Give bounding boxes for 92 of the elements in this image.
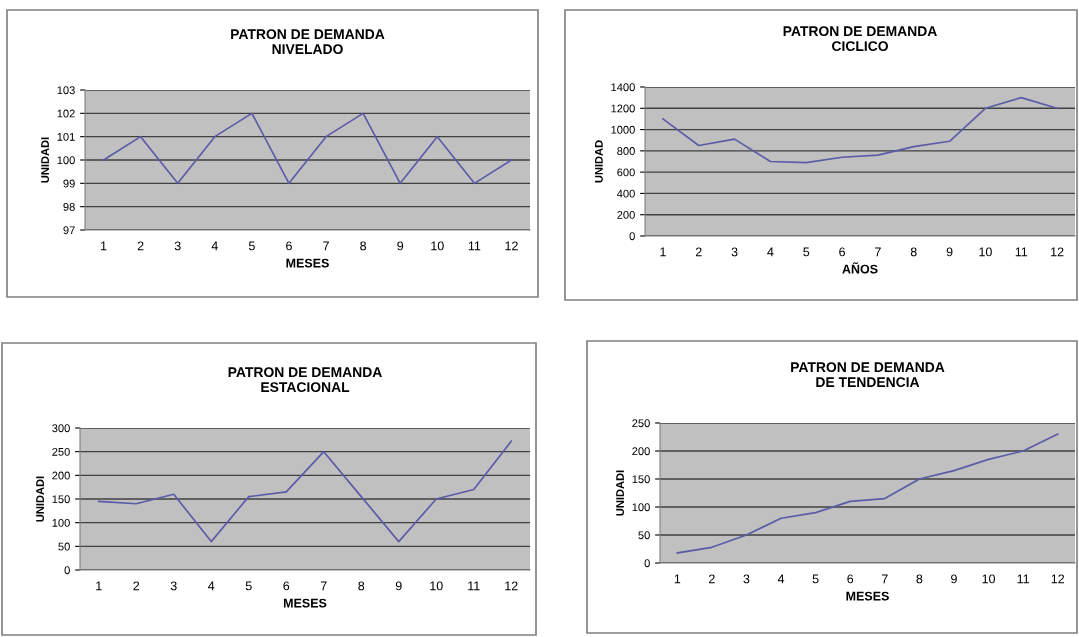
y-tick-label: 0: [629, 232, 635, 241]
x-tick-label: 9: [951, 574, 957, 584]
x-tick-label: 10: [982, 574, 996, 584]
x-tick-label: 4: [211, 241, 218, 251]
y-axis-title: UNIDADI: [41, 137, 49, 183]
x-tick-label: 7: [323, 241, 329, 251]
x-tick-label: 12: [505, 241, 518, 251]
y-tick-label: 102: [57, 109, 75, 118]
x-tick-label: 6: [283, 581, 290, 591]
x-tick-label: 6: [286, 241, 292, 251]
y-tick-label: 1000: [611, 125, 635, 134]
y-tick-label: 50: [58, 542, 70, 551]
x-tick-label: 6: [839, 247, 846, 257]
chart-title: PATRON DE DEMANDA NIVELADO: [231, 29, 385, 55]
x-tick-label: 10: [430, 581, 443, 591]
line-series: [97, 440, 513, 543]
y-axis-title: UNIDADI: [616, 470, 624, 516]
y-tick-label: 100: [57, 156, 75, 165]
y-axis-title: UNIDAD: [595, 140, 603, 183]
y-tick-label: 1400: [611, 83, 635, 92]
y-tick-label: 200: [617, 210, 635, 219]
x-tick-label: 3: [174, 241, 181, 251]
x-tick-label: 2: [695, 247, 702, 257]
x-tick-label: 11: [468, 241, 481, 251]
x-tick-label: 1: [660, 247, 666, 257]
y-tick-label: 100: [632, 503, 650, 512]
x-tick-label: 9: [395, 581, 402, 591]
x-tick-label: 3: [170, 581, 177, 591]
x-tick-label: 6: [847, 574, 854, 584]
y-tick-label: 600: [617, 168, 635, 177]
x-tick-label: 7: [875, 247, 881, 257]
x-tick-label: 4: [767, 247, 774, 257]
y-tick-label: 0: [644, 559, 650, 568]
x-tick-label: 1: [96, 581, 102, 591]
line-series: [102, 112, 513, 185]
y-tick-label: 400: [617, 189, 635, 198]
x-tick-label: 12: [1051, 574, 1065, 584]
y-tick-label: 101: [57, 132, 75, 141]
x-tick-label: 12: [505, 581, 518, 591]
line-series: [662, 96, 1058, 164]
x-tick-label: 4: [777, 574, 785, 584]
chart-title: PATRON DE DEMANDA DE TENDENCIA: [791, 362, 945, 388]
x-tick-label: 8: [360, 241, 367, 251]
y-tick-label: 1200: [611, 104, 635, 113]
x-tick-label: 2: [133, 581, 140, 591]
x-tick-label: 8: [910, 247, 917, 257]
y-tick-label: 98: [63, 202, 75, 211]
x-tick-label: 1: [101, 241, 107, 251]
x-tick-label: 8: [916, 574, 923, 584]
x-tick-label: 9: [397, 241, 404, 251]
x-tick-label: 9: [946, 247, 953, 257]
y-tick-label: 300: [52, 424, 70, 433]
x-tick-label: 4: [208, 581, 215, 591]
y-tick-label: 100: [52, 518, 70, 527]
x-tick-label: 5: [812, 574, 819, 584]
y-tick-label: 250: [52, 447, 70, 456]
x-axis-title: MESES: [286, 258, 329, 268]
y-tick-label: 0: [64, 566, 70, 575]
y-tick-label: 150: [52, 495, 70, 504]
y-tick-label: 103: [57, 86, 75, 95]
x-tick-label: 3: [731, 247, 738, 257]
x-axis-title: MESES: [283, 598, 327, 608]
y-tick-label: 200: [632, 447, 650, 456]
x-tick-label: 7: [881, 574, 888, 584]
chart-title: PATRON DE DEMANDA ESTACIONAL: [228, 367, 382, 393]
x-tick-label: 2: [137, 241, 144, 251]
x-tick-label: 7: [320, 581, 327, 591]
x-tick-label: 5: [803, 247, 810, 257]
x-tick-label: 8: [358, 581, 365, 591]
x-tick-label: 11: [1015, 247, 1028, 257]
x-tick-label: 10: [979, 247, 992, 257]
y-axis-title: UNIDADI: [36, 476, 44, 522]
y-tick-label: 800: [617, 147, 635, 155]
y-tick-label: 150: [632, 475, 650, 484]
x-tick-label: 10: [431, 241, 444, 251]
x-axis-title: AÑOS: [842, 262, 878, 274]
x-tick-label: 11: [1017, 574, 1030, 584]
y-tick-label: 97: [63, 226, 75, 235]
x-tick-label: 2: [709, 574, 715, 584]
x-tick-label: 5: [245, 581, 252, 591]
y-tick-label: 200: [52, 471, 70, 480]
x-tick-label: 12: [1051, 247, 1064, 257]
x-tick-label: 11: [468, 581, 480, 591]
y-tick-label: 99: [63, 179, 75, 188]
x-axis-title: MESES: [846, 591, 889, 601]
x-tick-label: 5: [248, 241, 255, 251]
chart-title: PATRON DE DEMANDA CICLICO: [783, 26, 937, 52]
y-tick-label: 250: [632, 419, 650, 428]
line-series: [676, 433, 1059, 554]
x-tick-label: 1: [674, 574, 681, 584]
y-tick-label: 50: [638, 531, 650, 540]
x-tick-label: 3: [743, 574, 750, 584]
